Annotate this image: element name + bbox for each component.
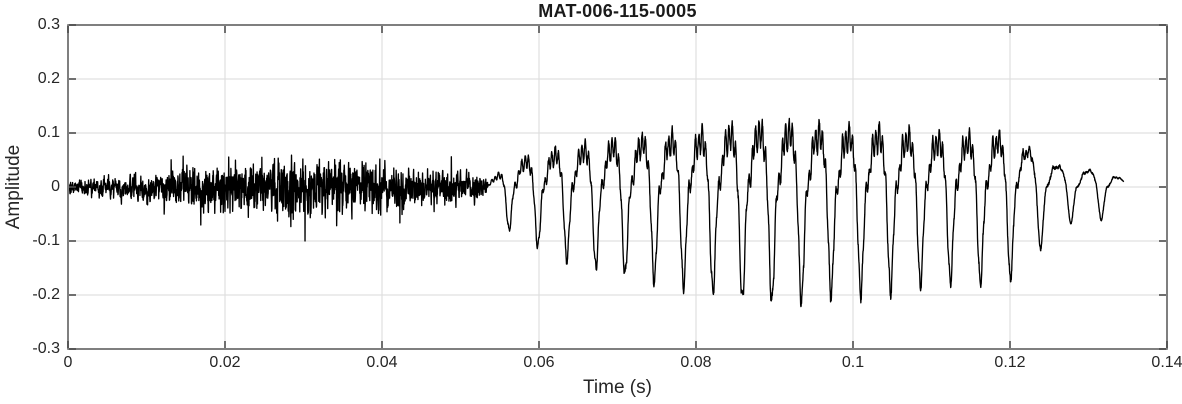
x-tick-label: 0.02	[209, 354, 241, 371]
x-tick-label: 0	[63, 354, 73, 371]
y-tick-label: -0.1	[32, 232, 60, 249]
x-tick-label: 0.06	[523, 354, 555, 371]
x-tick-label: 0.04	[366, 354, 398, 371]
y-tick-label: 0	[51, 178, 60, 195]
y-tick-label: 0.3	[37, 16, 60, 33]
x-tick-label: 0.12	[994, 354, 1026, 371]
y-tick-label: -0.2	[32, 286, 60, 303]
x-tick-label: 0.14	[1151, 354, 1182, 371]
y-tick-label: 0.1	[37, 124, 60, 141]
y-tick-label: -0.3	[32, 340, 60, 357]
chart-title: MAT-006-115-0005	[538, 1, 697, 21]
x-tick-label: 0.1	[841, 354, 865, 371]
x-axis-label: Time (s)	[583, 377, 652, 398]
y-tick-label: 0.2	[37, 70, 60, 87]
x-tick-label: 0.08	[680, 354, 712, 371]
